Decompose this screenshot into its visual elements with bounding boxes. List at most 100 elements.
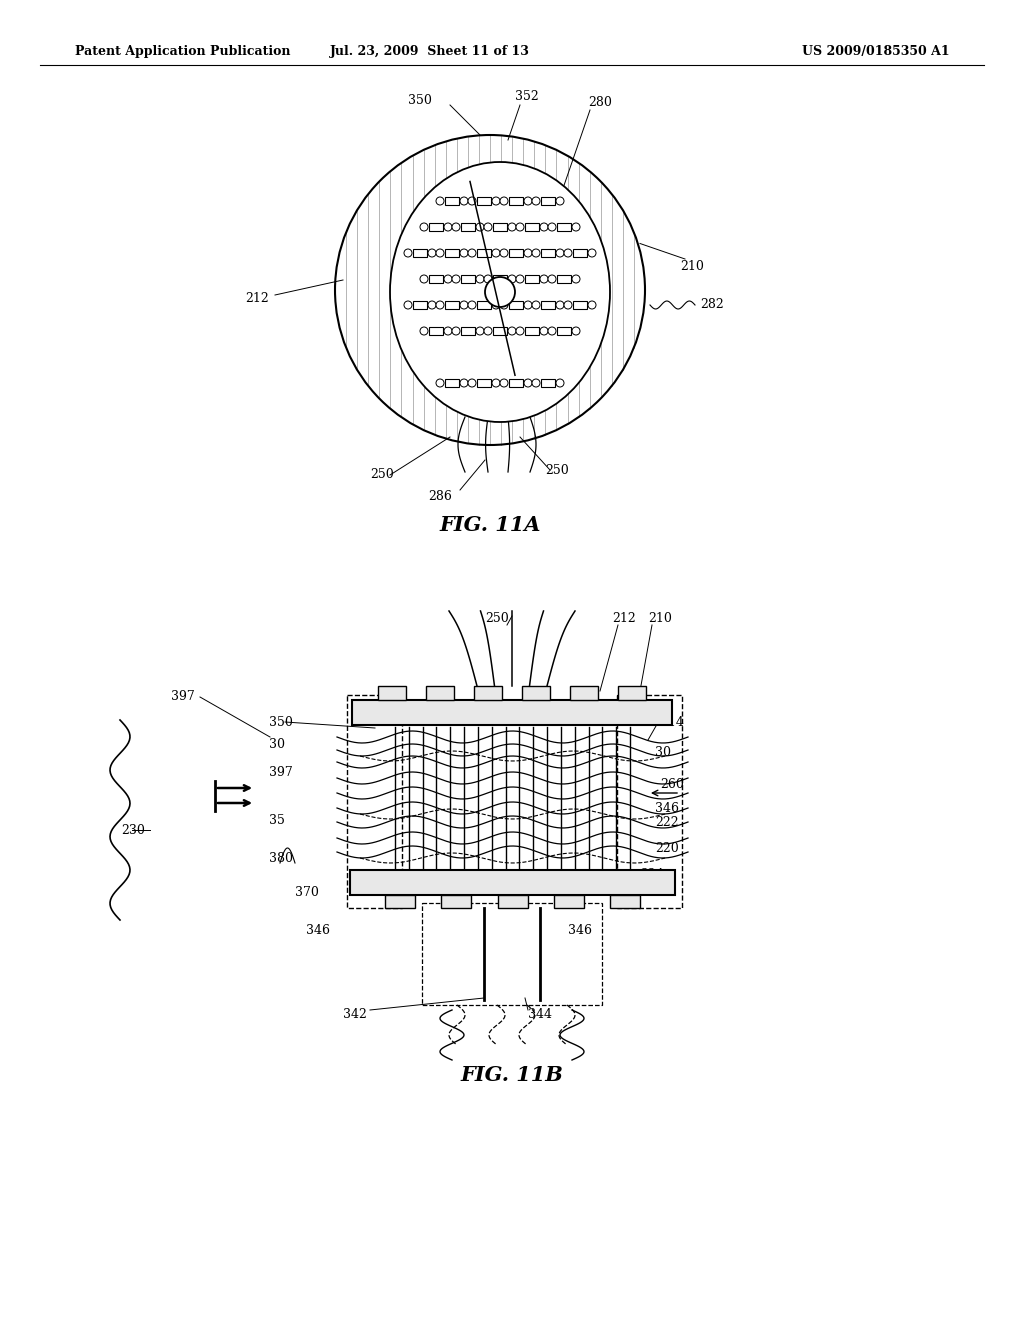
Circle shape — [564, 301, 572, 309]
Circle shape — [564, 249, 572, 257]
Circle shape — [460, 301, 468, 309]
Text: 346: 346 — [306, 924, 330, 936]
Circle shape — [468, 301, 476, 309]
FancyBboxPatch shape — [477, 249, 490, 257]
Circle shape — [556, 197, 564, 205]
Bar — [618, 686, 646, 700]
FancyBboxPatch shape — [509, 197, 523, 205]
Text: 342: 342 — [343, 1008, 367, 1022]
FancyBboxPatch shape — [477, 197, 490, 205]
Circle shape — [460, 249, 468, 257]
Text: 212: 212 — [245, 292, 268, 305]
Text: 282: 282 — [700, 298, 724, 312]
FancyBboxPatch shape — [509, 249, 523, 257]
FancyBboxPatch shape — [461, 275, 475, 282]
FancyBboxPatch shape — [573, 249, 587, 257]
Circle shape — [404, 249, 412, 257]
Circle shape — [492, 301, 500, 309]
Circle shape — [420, 223, 428, 231]
Text: 346: 346 — [568, 924, 592, 936]
Text: 250: 250 — [485, 611, 509, 624]
Circle shape — [556, 301, 564, 309]
FancyBboxPatch shape — [509, 301, 523, 309]
Text: 212: 212 — [612, 611, 636, 624]
Circle shape — [572, 275, 580, 282]
Circle shape — [476, 275, 484, 282]
Circle shape — [532, 301, 540, 309]
Circle shape — [476, 223, 484, 231]
Circle shape — [524, 301, 532, 309]
Text: 220: 220 — [655, 842, 679, 854]
Text: 260: 260 — [660, 779, 684, 792]
FancyBboxPatch shape — [445, 249, 459, 257]
Circle shape — [460, 379, 468, 387]
Circle shape — [420, 327, 428, 335]
Text: 35: 35 — [269, 813, 285, 826]
Circle shape — [588, 301, 596, 309]
FancyBboxPatch shape — [461, 327, 475, 335]
Circle shape — [468, 249, 476, 257]
Bar — [570, 686, 598, 700]
Text: 397: 397 — [269, 767, 293, 780]
FancyBboxPatch shape — [413, 301, 427, 309]
FancyBboxPatch shape — [541, 197, 555, 205]
Bar — [350, 870, 675, 895]
Circle shape — [540, 275, 548, 282]
Text: 346: 346 — [655, 801, 679, 814]
Text: 350: 350 — [269, 715, 293, 729]
Circle shape — [485, 277, 515, 308]
Bar — [617, 696, 682, 908]
FancyBboxPatch shape — [557, 327, 571, 335]
Circle shape — [460, 197, 468, 205]
Bar — [474, 686, 502, 700]
FancyBboxPatch shape — [493, 327, 507, 335]
Text: 210: 210 — [680, 260, 703, 273]
Bar — [610, 895, 640, 908]
Circle shape — [588, 249, 596, 257]
FancyBboxPatch shape — [445, 379, 459, 387]
Circle shape — [524, 197, 532, 205]
Circle shape — [548, 327, 556, 335]
Circle shape — [444, 327, 452, 335]
FancyBboxPatch shape — [445, 301, 459, 309]
Text: 286: 286 — [428, 491, 452, 503]
FancyBboxPatch shape — [477, 301, 490, 309]
Text: Patent Application Publication: Patent Application Publication — [75, 45, 291, 58]
Bar — [498, 895, 527, 908]
Circle shape — [468, 197, 476, 205]
FancyBboxPatch shape — [413, 249, 427, 257]
Circle shape — [492, 379, 500, 387]
Text: Jul. 23, 2009  Sheet 11 of 13: Jul. 23, 2009 Sheet 11 of 13 — [330, 45, 530, 58]
FancyBboxPatch shape — [429, 223, 443, 231]
Bar — [422, 903, 602, 1005]
Circle shape — [492, 197, 500, 205]
Text: 370: 370 — [295, 887, 318, 899]
Circle shape — [572, 327, 580, 335]
Bar — [522, 686, 550, 700]
Text: 214: 214 — [660, 715, 684, 729]
Circle shape — [516, 223, 524, 231]
Bar — [378, 686, 406, 700]
Circle shape — [436, 301, 444, 309]
Text: 30: 30 — [655, 746, 671, 759]
Text: 397: 397 — [171, 690, 195, 704]
Text: 352: 352 — [515, 91, 539, 103]
Text: US 2009/0185350 A1: US 2009/0185350 A1 — [803, 45, 950, 58]
Circle shape — [524, 379, 532, 387]
Circle shape — [452, 223, 460, 231]
FancyBboxPatch shape — [493, 223, 507, 231]
FancyBboxPatch shape — [445, 197, 459, 205]
Circle shape — [508, 223, 516, 231]
Circle shape — [428, 249, 436, 257]
Circle shape — [500, 301, 508, 309]
Circle shape — [436, 249, 444, 257]
Text: 350: 350 — [408, 94, 432, 107]
FancyBboxPatch shape — [573, 301, 587, 309]
Circle shape — [468, 379, 476, 387]
Bar — [385, 895, 415, 908]
Circle shape — [524, 249, 532, 257]
Circle shape — [540, 327, 548, 335]
Bar — [554, 895, 584, 908]
Circle shape — [436, 379, 444, 387]
FancyBboxPatch shape — [509, 379, 523, 387]
